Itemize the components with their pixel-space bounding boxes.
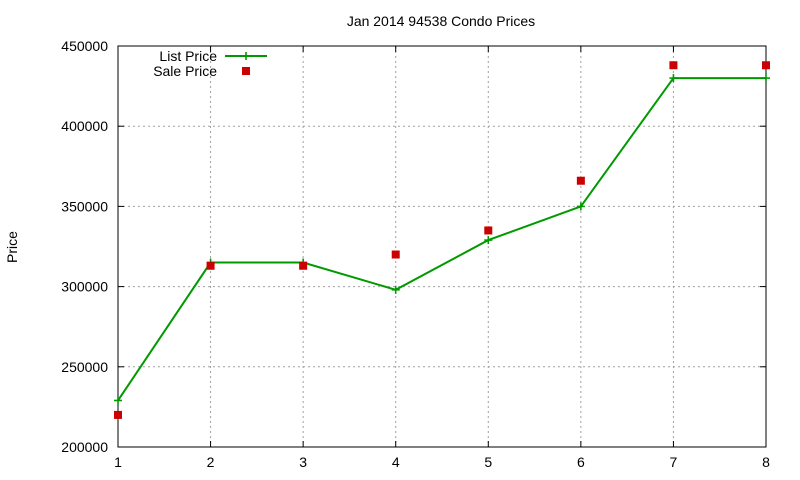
legend: List Price Sale Price	[153, 48, 267, 79]
data-point	[669, 74, 678, 83]
y-axis-label: Price	[4, 231, 20, 263]
legend-label-list-price: List Price	[159, 48, 217, 64]
plot-frame	[117, 45, 767, 448]
legend-marker	[242, 67, 250, 75]
data-point	[391, 285, 400, 294]
y-tick-label: 250000	[61, 359, 108, 375]
x-tick-label: 8	[762, 454, 770, 470]
data-point	[576, 202, 585, 211]
data-point	[391, 250, 400, 259]
y-tick-label: 200000	[61, 439, 108, 455]
data-point	[762, 74, 770, 83]
data-point	[762, 61, 770, 70]
axes	[117, 45, 767, 448]
data-point	[206, 261, 215, 270]
x-tick-label: 7	[670, 454, 678, 470]
data-point	[114, 410, 122, 419]
data-point	[484, 236, 493, 245]
data-point	[669, 61, 678, 70]
y-tick-label: 300000	[61, 279, 108, 295]
y-tick-label: 450000	[61, 38, 108, 54]
data-point	[299, 261, 308, 270]
x-tick-label: 1	[114, 454, 122, 470]
x-tick-label: 3	[299, 454, 307, 470]
series-line	[117, 77, 766, 402]
series-sale-price	[114, 61, 770, 419]
y-tick-label: 400000	[61, 118, 108, 134]
data-point	[484, 226, 493, 235]
series-list-price	[114, 74, 770, 405]
data-point	[114, 396, 122, 405]
legend-label-sale-price: Sale Price	[153, 63, 217, 79]
legend-marker	[242, 52, 250, 60]
tick-labels: 1 2 3 4 5 6 7 8 200000 250000 300000 350000 400000 45…	[61, 38, 770, 470]
chart-title: Jan 2014 94538 Condo Prices	[347, 13, 535, 29]
x-tick-label: 6	[577, 454, 585, 470]
legend-swatch-sale-price	[242, 67, 250, 75]
x-tick-label: 2	[207, 454, 215, 470]
y-tick-label: 350000	[61, 198, 108, 214]
x-tick-label: 5	[484, 454, 492, 470]
grid	[118, 46, 766, 447]
series-layer	[114, 61, 770, 419]
legend-swatch-list-price	[225, 52, 267, 60]
data-point	[576, 176, 585, 185]
x-tick-label: 4	[392, 454, 400, 470]
